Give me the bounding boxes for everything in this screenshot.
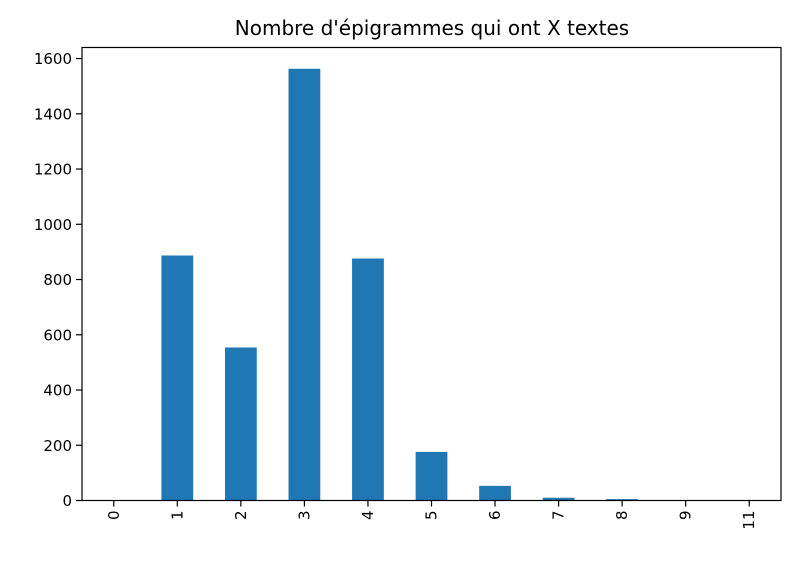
x-tick-label: 2: [232, 511, 250, 521]
y-tick-label: 800: [43, 271, 72, 289]
y-tick-label: 200: [43, 437, 72, 455]
y-tick-label: 400: [43, 382, 72, 400]
x-tick-label: 7: [550, 511, 568, 521]
y-tick-label: 1600: [34, 50, 72, 68]
bar-1: [161, 255, 193, 500]
y-tick-label: 1200: [34, 161, 72, 179]
x-tick-label: 9: [677, 511, 695, 521]
x-tick-label: 1: [168, 511, 186, 521]
chart-title: Nombre d'épigrammes qui ont X textes: [235, 16, 629, 40]
y-tick-label: 1400: [34, 105, 72, 123]
x-tick-label: 5: [423, 511, 441, 521]
x-tick-label: 11: [740, 511, 758, 530]
bar-3: [289, 69, 321, 501]
bar-6: [479, 486, 511, 501]
x-tick-label: 3: [295, 511, 313, 521]
y-tick-label: 0: [62, 492, 72, 510]
bar-4: [352, 259, 384, 501]
y-tick-label: 1000: [34, 216, 72, 234]
x-tick-label: 0: [105, 511, 123, 521]
bar-5: [416, 452, 448, 501]
bar-2: [225, 347, 257, 500]
x-tick-label: 6: [486, 511, 504, 521]
x-tick-label: 8: [613, 511, 631, 521]
y-tick-label: 600: [43, 326, 72, 344]
x-tick-label: 4: [359, 511, 377, 521]
